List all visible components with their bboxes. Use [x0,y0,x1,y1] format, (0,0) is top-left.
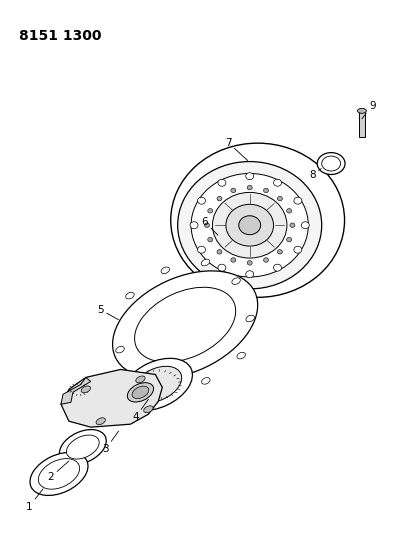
Ellipse shape [122,358,192,410]
Ellipse shape [232,278,240,285]
Polygon shape [61,369,162,427]
Ellipse shape [144,406,153,413]
Ellipse shape [274,179,282,186]
Ellipse shape [301,222,309,229]
Ellipse shape [217,196,222,201]
Text: 4: 4 [132,399,148,422]
Ellipse shape [60,430,106,465]
Ellipse shape [274,264,282,271]
Text: 9: 9 [362,101,376,119]
Ellipse shape [198,197,206,204]
Ellipse shape [201,377,210,384]
Ellipse shape [136,376,145,383]
Ellipse shape [67,435,99,459]
Ellipse shape [246,173,254,180]
Ellipse shape [226,204,274,246]
Text: 7: 7 [225,138,248,160]
Ellipse shape [171,143,344,297]
Text: 1: 1 [26,489,43,512]
Ellipse shape [237,352,245,359]
Ellipse shape [205,223,210,228]
Text: 3: 3 [102,431,119,454]
Ellipse shape [358,108,366,114]
Ellipse shape [287,237,292,242]
Ellipse shape [96,418,105,425]
Ellipse shape [218,264,226,271]
Ellipse shape [247,261,252,265]
Polygon shape [61,377,91,404]
Text: 6: 6 [202,217,218,235]
Ellipse shape [167,385,175,392]
Ellipse shape [116,346,124,353]
Ellipse shape [208,208,213,213]
Ellipse shape [81,386,90,393]
Ellipse shape [178,161,322,289]
Ellipse shape [127,383,154,402]
Text: 2: 2 [48,461,69,482]
Ellipse shape [212,192,287,258]
Ellipse shape [231,258,236,262]
Ellipse shape [317,152,345,174]
Ellipse shape [277,249,282,254]
Text: 5: 5 [97,305,119,320]
Ellipse shape [190,222,198,229]
Ellipse shape [322,156,341,171]
Text: 8151 1300: 8151 1300 [19,29,102,43]
Text: 8: 8 [309,168,321,181]
Ellipse shape [247,185,252,190]
Ellipse shape [38,458,80,489]
Ellipse shape [239,216,261,235]
Ellipse shape [113,271,258,378]
Ellipse shape [290,223,295,228]
Ellipse shape [263,258,268,262]
Ellipse shape [191,173,308,277]
Ellipse shape [134,287,236,362]
Ellipse shape [201,259,210,266]
Ellipse shape [231,188,236,192]
Ellipse shape [132,386,149,399]
Ellipse shape [161,267,169,273]
Ellipse shape [277,196,282,201]
Ellipse shape [246,315,254,322]
Ellipse shape [287,208,292,213]
Ellipse shape [126,292,134,299]
Ellipse shape [218,179,226,186]
Ellipse shape [198,246,206,253]
Ellipse shape [294,197,302,204]
Ellipse shape [217,249,222,254]
Ellipse shape [246,271,254,278]
Ellipse shape [137,373,145,379]
Polygon shape [359,111,365,136]
Ellipse shape [294,246,302,253]
Ellipse shape [133,366,182,402]
Ellipse shape [208,237,213,242]
Ellipse shape [263,188,268,192]
Ellipse shape [30,453,88,496]
